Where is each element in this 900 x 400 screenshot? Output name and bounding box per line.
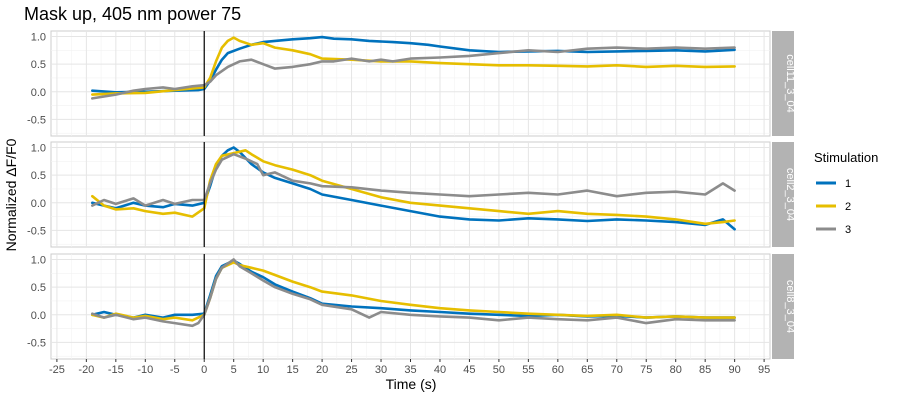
legend: Stimulation 1 2 3 bbox=[814, 150, 878, 236]
panel-3: -0.5 0.0 0.5 1.0 cell8_3_04 bbox=[27, 253, 796, 360]
x-tick-label: 95 bbox=[758, 364, 770, 376]
x-tick-label: 25 bbox=[345, 364, 357, 376]
x-tick-label: 40 bbox=[434, 364, 446, 376]
x-tick-label: 35 bbox=[404, 364, 416, 376]
y-axis-title: Normalized ΔF/F0 bbox=[3, 138, 19, 251]
x-tick-label: 15 bbox=[287, 364, 299, 376]
series-line-2 bbox=[91, 261, 736, 322]
x-tick-label: 60 bbox=[552, 364, 564, 376]
x-tick-label: 0 bbox=[201, 364, 207, 376]
series-line-3 bbox=[91, 258, 736, 328]
facet-strip-label: cell11_3_04 bbox=[784, 54, 796, 113]
facet-strip bbox=[772, 142, 794, 247]
x-tick-label: 10 bbox=[257, 364, 269, 376]
series-line-2 bbox=[91, 36, 736, 96]
facet-strip-label: cell8_3_04 bbox=[784, 280, 796, 333]
x-tick-label: -5 bbox=[170, 364, 180, 376]
x-tick-label: 30 bbox=[375, 364, 387, 376]
panel-1: -0.5 0.0 0.5 1.0 cell11_3_04 bbox=[27, 30, 796, 137]
legend-label-1: 1 bbox=[845, 178, 851, 190]
legend-title: Stimulation bbox=[814, 150, 878, 165]
panel-2: -0.5 0.0 0.5 1.0 cell2_3_04 bbox=[27, 141, 796, 248]
x-tick-label: 5 bbox=[231, 364, 237, 376]
facet-strip bbox=[772, 254, 794, 359]
y-tick-label: -0.5 bbox=[27, 114, 46, 126]
x-tick-label: 85 bbox=[699, 364, 711, 376]
x-tick-label: -20 bbox=[78, 364, 94, 376]
facet-strip bbox=[772, 31, 794, 136]
y-tick-label: -0.5 bbox=[27, 337, 46, 349]
y-tick-label: -0.5 bbox=[27, 225, 46, 237]
chart-panels: -0.5 0.0 0.5 1.0 cell11_3_04 -0.5 0.0 0.5 1.0 cel… bbox=[27, 30, 796, 360]
series-line-2 bbox=[91, 149, 736, 226]
y-tick-label: 0.0 bbox=[31, 87, 46, 99]
x-tick-label: -15 bbox=[108, 364, 124, 376]
y-tick-label: 0.0 bbox=[31, 310, 46, 322]
series-line-3 bbox=[91, 46, 736, 100]
x-tick-label: 20 bbox=[316, 364, 328, 376]
x-tick-label: 65 bbox=[581, 364, 593, 376]
legend-label-2: 2 bbox=[845, 201, 851, 213]
series-line-3 bbox=[91, 152, 736, 207]
x-tick-label: 55 bbox=[522, 364, 534, 376]
x-axis-title: Time (s) bbox=[386, 376, 437, 392]
x-tick-label: 90 bbox=[729, 364, 741, 376]
x-tick-label: -25 bbox=[49, 364, 65, 376]
x-tick-label: 70 bbox=[611, 364, 623, 376]
facet-strip-label: cell2_3_04 bbox=[784, 168, 796, 221]
y-tick-label: 1.0 bbox=[31, 32, 46, 44]
y-tick-label: 1.0 bbox=[31, 143, 46, 155]
y-tick-label: 0.5 bbox=[31, 282, 46, 294]
y-tick-label: 0.5 bbox=[31, 170, 46, 182]
x-axis: -25 -20 -15 -10 -5 0 5 10 15 20 25 30 35 40 45 50 55 60 65… bbox=[49, 359, 770, 376]
y-tick-label: 0.0 bbox=[31, 198, 46, 210]
chart-title: Mask up, 405 nm power 75 bbox=[24, 4, 241, 24]
x-tick-label: 80 bbox=[670, 364, 682, 376]
x-tick-label: 45 bbox=[463, 364, 475, 376]
x-tick-label: -10 bbox=[137, 364, 153, 376]
y-tick-label: 0.5 bbox=[31, 59, 46, 71]
legend-label-3: 3 bbox=[845, 224, 851, 236]
x-tick-label: 75 bbox=[640, 364, 652, 376]
y-tick-label: 1.0 bbox=[31, 255, 46, 267]
x-tick-label: 50 bbox=[493, 364, 505, 376]
